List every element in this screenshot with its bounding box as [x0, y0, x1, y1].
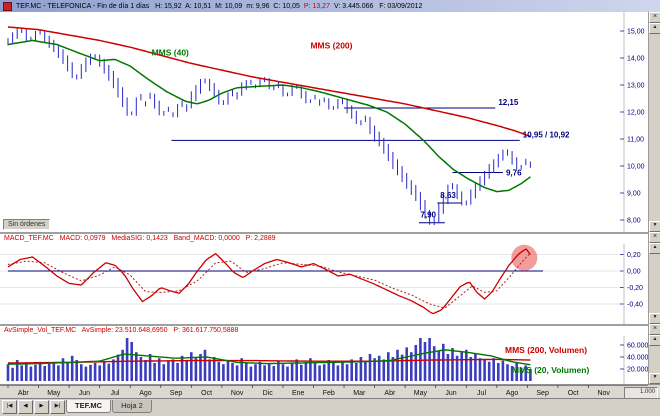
scrollbar-track[interactable]	[649, 346, 660, 373]
first-sheet-button[interactable]: |◀	[2, 400, 17, 414]
svg-text:Ago: Ago	[139, 390, 152, 397]
scroll-up-icon[interactable]: ▲	[649, 23, 660, 34]
price-scroll-strip: × ▲ ▼	[648, 12, 660, 232]
svg-text:MMS (40): MMS (40)	[152, 47, 189, 57]
close-icon[interactable]: ×	[649, 324, 660, 335]
price-panel: 15,00 14,00 13,00 12,00 11,00 10,00 9,00 8,00 12…	[0, 12, 648, 232]
svg-text:MMS (20, Volumen): MMS (20, Volumen)	[512, 365, 589, 375]
svg-text:Jun: Jun	[79, 390, 90, 397]
svg-text:Jul: Jul	[110, 390, 119, 397]
svg-text:20.000: 20.000	[627, 367, 648, 374]
svg-text:May: May	[414, 390, 428, 397]
scroll-down-icon[interactable]: ▼	[649, 313, 660, 324]
volume-panel: 60.000 40.000 20.000 MMS (200, Volumen) MMS …	[0, 336, 648, 384]
svg-text:Nov: Nov	[597, 390, 610, 397]
svg-text:-0,20: -0,20	[627, 285, 643, 292]
svg-text:Sep: Sep	[536, 390, 549, 397]
svg-text:9,00: 9,00	[627, 191, 641, 198]
volume-legend-text: AvSimple_Vol_TEF.MC AvSimple: 23.510.648…	[4, 327, 239, 334]
svg-text:Dic: Dic	[263, 390, 274, 397]
titlebar-volume-date: V: 3.445.066 F: 03/09/2012	[333, 2, 423, 10]
scroll-up-icon[interactable]: ▲	[649, 335, 660, 346]
scroll-up-icon[interactable]: ▲	[649, 243, 660, 254]
volume-chart[interactable]: 60.000 40.000 20.000 MMS (200, Volumen) MMS …	[0, 336, 648, 384]
svg-text:10,00: 10,00	[627, 164, 645, 171]
scroll-down-icon[interactable]: ▼	[649, 221, 660, 232]
svg-text:Abr: Abr	[18, 390, 30, 397]
volume-legend-row: AvSimple_Vol_TEF.MC AvSimple: 23.510.648…	[0, 324, 652, 338]
svg-text:May: May	[47, 390, 61, 397]
scrollbar-track[interactable]	[649, 34, 660, 221]
svg-text:9,76: 9,76	[506, 168, 522, 177]
sin-ordenes-button[interactable]: Sin órdenes	[3, 219, 51, 230]
svg-text:12,00: 12,00	[627, 110, 645, 117]
svg-text:MMS (200, Volumen): MMS (200, Volumen)	[505, 345, 587, 355]
svg-text:12,15: 12,15	[498, 98, 519, 107]
scrollbar-track[interactable]	[649, 254, 660, 313]
tab-hoja2[interactable]: Hoja 2	[112, 400, 152, 413]
tab-tefmc[interactable]: TEF.MC	[66, 400, 112, 413]
svg-text:0,00: 0,00	[627, 269, 641, 276]
svg-text:8,00: 8,00	[627, 218, 641, 225]
prev-sheet-button[interactable]: ◀	[18, 400, 33, 414]
sheet-tabbar: |◀ ◀ ▶ ▶| TEF.MC Hoja 2	[0, 398, 660, 416]
svg-text:Mar: Mar	[353, 390, 366, 397]
time-axis-labels: Abr May Jun Jul Ago Sep Oct Nov Dic Ene Feb Mar Abr M…	[0, 385, 648, 397]
svg-text:Nov: Nov	[231, 390, 244, 397]
svg-text:Ene: Ene	[292, 390, 305, 397]
svg-text:15,00: 15,00	[627, 29, 645, 36]
svg-text:60.000: 60.000	[627, 343, 648, 350]
svg-text:MMS (200): MMS (200)	[310, 41, 352, 51]
svg-text:40.000: 40.000	[627, 355, 648, 362]
svg-text:11,00: 11,00	[627, 137, 644, 144]
close-icon[interactable]: ×	[649, 232, 660, 243]
window-title: TEF.MC - TELEFONICA - Fin de día 1 días …	[16, 2, 300, 10]
svg-text:7,90: 7,90	[420, 211, 436, 220]
svg-text:Jul: Jul	[477, 390, 486, 397]
svg-text:8,63: 8,63	[440, 191, 456, 200]
macd-legend-text: MACD_TEF.MC MACD: 0,0979 MediaSIG: 0,142…	[4, 235, 276, 242]
chart-document-icon	[3, 1, 12, 11]
close-icon[interactable]: ×	[649, 12, 660, 23]
next-sheet-button[interactable]: ▶	[34, 400, 49, 414]
svg-text:13,00: 13,00	[627, 83, 645, 90]
scroll-down-icon[interactable]: ▼	[649, 373, 660, 384]
svg-text:14,00: 14,00	[627, 56, 645, 63]
svg-text:0,20: 0,20	[627, 252, 641, 259]
last-sheet-button[interactable]: ▶|	[50, 400, 65, 414]
time-axis: Abr May Jun Jul Ago Sep Oct Nov Dic Ene Feb Mar Abr M…	[0, 384, 660, 399]
macd-panel: 0,20 0,00 -0,20 -0,40	[0, 244, 648, 324]
price-chart[interactable]: 15,00 14,00 13,00 12,00 11,00 10,00 9,00 8,00 12…	[0, 12, 648, 232]
volume-scroll-strip: × ▲ ▼	[648, 324, 660, 384]
svg-text:Oct: Oct	[568, 390, 579, 397]
svg-text:Ago: Ago	[506, 390, 519, 397]
svg-text:Jun: Jun	[445, 390, 456, 397]
macd-scroll-strip: × ▲ ▼	[648, 232, 660, 324]
titlebar-p-value: P: 13,27	[303, 2, 330, 10]
svg-text:Abr: Abr	[384, 390, 396, 397]
svg-text:10,95 / 10,92: 10,95 / 10,92	[523, 130, 570, 139]
svg-text:-0,40: -0,40	[627, 302, 643, 309]
macd-legend-row: MACD_TEF.MC MACD: 0,0979 MediaSIG: 0,142…	[0, 232, 652, 246]
svg-text:Sep: Sep	[170, 390, 183, 397]
svg-text:Feb: Feb	[323, 390, 335, 397]
svg-text:Oct: Oct	[201, 390, 212, 397]
macd-chart[interactable]: 0,20 0,00 -0,20 -0,40	[0, 244, 648, 324]
